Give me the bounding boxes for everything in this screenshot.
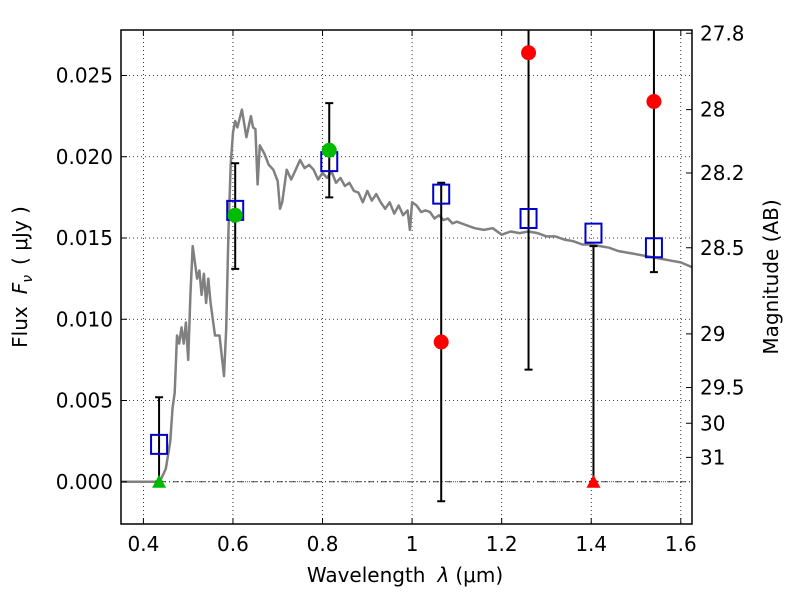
measurement-marker xyxy=(646,94,662,109)
right-tick-label: 31 xyxy=(700,445,725,469)
upper-limit-marker xyxy=(152,474,167,488)
right-tick-label: 29.5 xyxy=(700,376,745,400)
y-tick-label: 0.015 xyxy=(56,226,113,250)
x-tick-label: 0.6 xyxy=(217,532,249,556)
right-tick-label: 28.5 xyxy=(700,236,745,260)
x-tick-label: 0.8 xyxy=(307,532,339,556)
right-tick-label: 28 xyxy=(700,98,725,122)
plot-frame xyxy=(120,29,693,525)
upper-limit-marker xyxy=(586,474,601,488)
y-tick-labels: 0.000 0.005 0.010 0.015 0.020 0.025 xyxy=(56,64,113,494)
marker-layer xyxy=(150,45,663,488)
model-band-marker xyxy=(584,222,603,244)
x-tick-labels: 0.4 0.6 0.8 1 1.2 1.4 1.6 xyxy=(127,532,696,556)
x-tick-label: 1.4 xyxy=(575,532,607,556)
model-band-marker xyxy=(150,433,169,455)
x-tick-label: 1 xyxy=(406,532,419,556)
measurement-marker xyxy=(521,45,537,61)
x-tick-label: 0.4 xyxy=(127,532,159,556)
y-tick-label: 0.010 xyxy=(56,307,113,331)
y-tick-label: 0.020 xyxy=(56,145,113,169)
y-tick-label: 0.025 xyxy=(56,64,113,88)
y-axis-title: FluxFν( μJy ) xyxy=(8,206,36,348)
right-tick-label: 29 xyxy=(700,322,725,346)
right-tick-label: 30 xyxy=(700,411,725,435)
right-tick-label: 27.8 xyxy=(700,21,745,45)
y-axis-right-title: Magnitude (AB) xyxy=(759,199,783,354)
right-tick-label: 28.2 xyxy=(700,161,745,185)
measurement-marker xyxy=(433,334,449,350)
measurement-marker xyxy=(321,142,337,158)
x-tick-label: 1.6 xyxy=(665,532,697,556)
tick-layer xyxy=(121,30,692,524)
model-band-marker xyxy=(519,208,538,229)
measurement-marker xyxy=(227,207,243,223)
y-tick-label: 0.000 xyxy=(56,470,113,494)
model-band-marker xyxy=(432,183,451,205)
right-tick-labels: 27.8 28 28.2 28.5 29 29.5 30 31 xyxy=(700,21,745,469)
y-tick-label: 0.005 xyxy=(56,389,113,413)
x-axis-title: Wavelength λ (μm) xyxy=(307,563,503,587)
errorbar-layer xyxy=(155,30,658,503)
model-band-marker xyxy=(644,237,663,259)
x-tick-label: 1.2 xyxy=(486,532,518,556)
